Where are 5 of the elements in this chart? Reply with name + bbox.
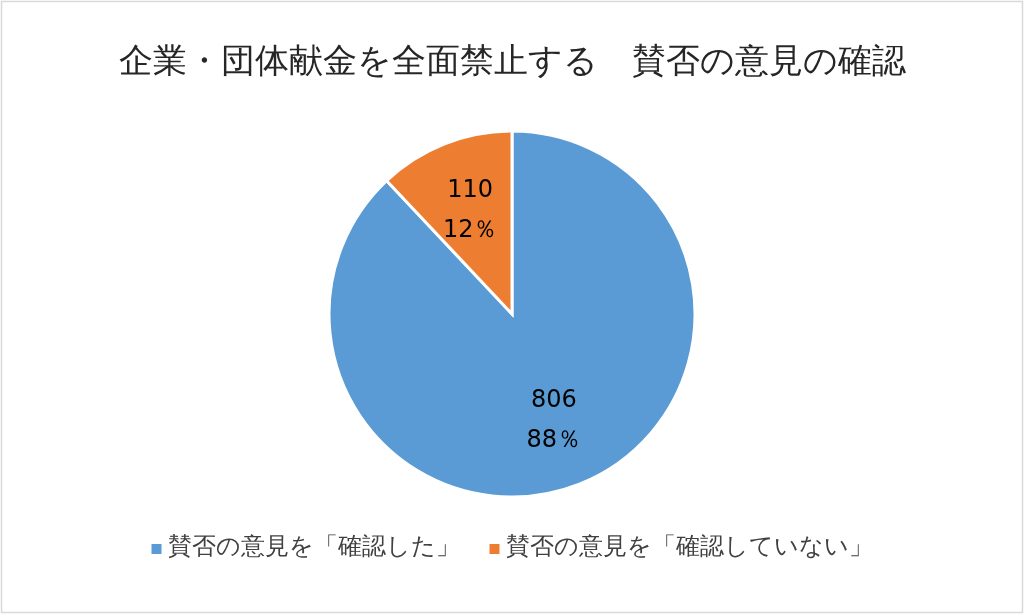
data-label: 806 88％: [526, 385, 582, 454]
legend-label: 賛否の意見を「確認していない」: [505, 532, 873, 560]
data-label: 110 12％: [442, 174, 498, 243]
legend-label: 賛否の意見を「確認した」: [167, 532, 460, 560]
chart-title: 企業・団体献金を全面禁止する 賛否の意見の確認: [118, 40, 906, 80]
